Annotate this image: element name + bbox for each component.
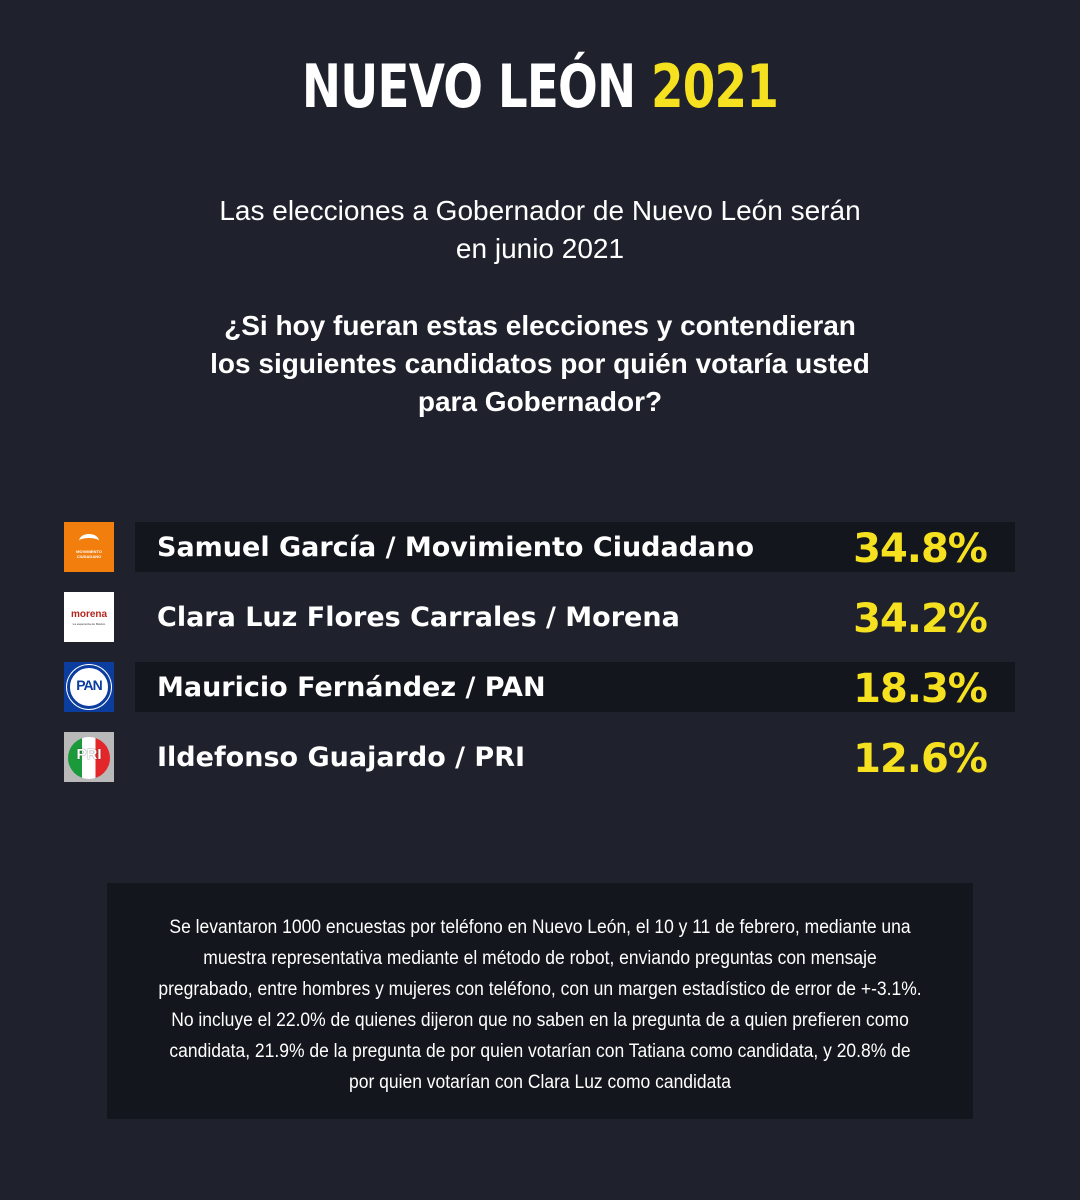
candidate-name: Samuel García / Movimiento Ciudadano xyxy=(157,532,755,563)
intro-line: Las elecciones a Gobernador de Nuevo Leó… xyxy=(219,195,861,226)
question-line: los siguientes candidatos por quién vota… xyxy=(210,348,870,379)
candidate-row: PRI Ildefonso Guajardo / PRI 12.6% xyxy=(0,732,1080,782)
candidate-row: PAN Mauricio Fernández / PAN 18.3% xyxy=(0,662,1080,712)
candidate-percent: 34.8% xyxy=(853,526,988,572)
logo-subtext: La esperanza de México xyxy=(72,622,106,626)
candidate-row: morena La esperanza de México Clara Luz F… xyxy=(0,592,1080,642)
candidate-row: MOVIMIENTO CIUDADANO Samuel García / Mov… xyxy=(0,522,1080,572)
pan-logo-icon: PAN xyxy=(64,662,114,712)
logo-text: PAN xyxy=(76,677,103,693)
candidate-name: Ildefonso Guajardo / PRI xyxy=(157,742,526,773)
intro-text: Las elecciones a Gobernador de Nuevo Leó… xyxy=(0,192,1080,268)
title-year: 2021 xyxy=(650,52,779,122)
intro-line: en junio 2021 xyxy=(455,233,625,264)
pri-logo-icon: PRI xyxy=(64,732,114,782)
row-background xyxy=(135,662,1015,712)
question-line: para Gobernador? xyxy=(417,386,663,417)
candidate-percent: 12.6% xyxy=(853,736,988,782)
logo-text: MOVIMIENTO CIUDADANO xyxy=(76,549,102,559)
morena-logo-icon: morena La esperanza de México xyxy=(64,592,114,642)
methodology-note: Se levantaron 1000 encuestas por teléfon… xyxy=(107,883,973,1119)
methodology-text: Se levantaron 1000 encuestas por teléfon… xyxy=(158,917,922,1093)
row-background xyxy=(135,522,1015,572)
title-main: NUEVO LEÓN xyxy=(301,52,636,122)
logo-text: PRI xyxy=(76,746,102,763)
page-title: NUEVO LEÓN 2021 xyxy=(119,52,961,122)
candidate-name: Clara Luz Flores Carrales / Morena xyxy=(157,602,680,633)
candidate-name: Mauricio Fernández / PAN xyxy=(157,672,546,703)
poll-question: ¿Si hoy fueran estas elecciones y conten… xyxy=(0,307,1080,421)
movimiento-ciudadano-logo-icon: MOVIMIENTO CIUDADANO xyxy=(64,522,114,572)
candidate-percent: 18.3% xyxy=(853,666,988,712)
candidate-percent: 34.2% xyxy=(853,596,988,642)
logo-text: morena xyxy=(70,609,108,620)
question-line: ¿Si hoy fueran estas elecciones y conten… xyxy=(224,310,856,341)
